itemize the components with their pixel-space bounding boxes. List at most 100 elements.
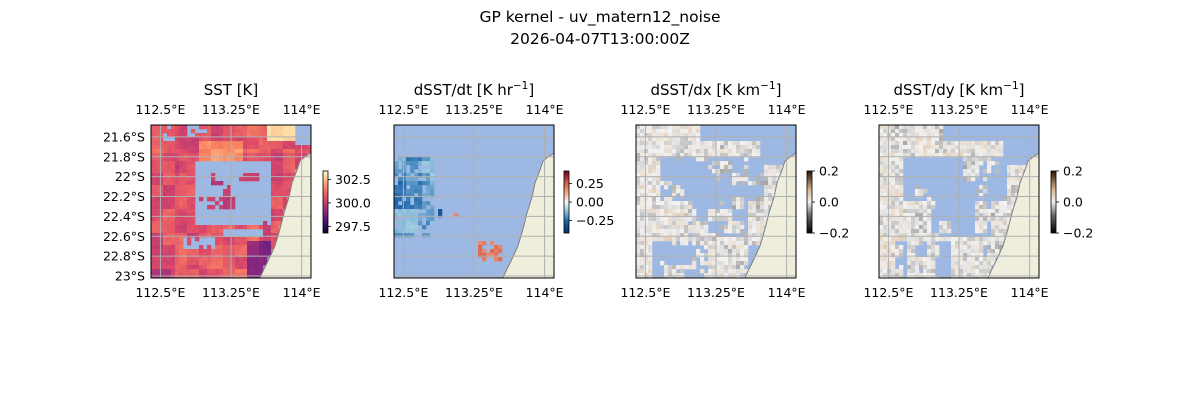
heatmap-cell (891, 193, 896, 198)
heatmap-cell (708, 233, 713, 238)
heatmap-cell (947, 229, 952, 234)
heatmap-cell (696, 141, 701, 146)
heatmap-cell (979, 205, 984, 210)
heatmap-cell (648, 149, 653, 154)
heatmap-cell (287, 137, 292, 142)
heatmap-cell (995, 161, 1000, 166)
heatmap-cell (291, 137, 296, 142)
heatmap-cell (251, 265, 256, 270)
heatmap-cell (975, 201, 980, 206)
heatmap-cell (151, 141, 156, 146)
heatmap-cell (283, 193, 288, 198)
heatmap-cell (975, 157, 980, 162)
heatmap-cell (263, 137, 268, 142)
heatmap-cell (979, 245, 984, 250)
heatmap-cell (191, 149, 196, 154)
heatmap-cell (287, 173, 292, 178)
heatmap-cell (744, 237, 749, 242)
heatmap-cell (756, 233, 761, 238)
heatmap-cell (163, 261, 168, 266)
heatmap-cell (175, 133, 180, 138)
heatmap-cell (895, 157, 900, 162)
heatmap-cell (159, 225, 164, 230)
heatmap-cell (740, 205, 745, 210)
heatmap-cell (983, 189, 988, 194)
heatmap-cell (295, 153, 300, 158)
heatmap-cell (899, 181, 904, 186)
heatmap-cell (676, 153, 681, 158)
heatmap-cell (732, 145, 737, 150)
heatmap-cell (163, 201, 168, 206)
heatmap-cell (307, 145, 311, 150)
heatmap-cell (207, 153, 212, 158)
heatmap-cell (987, 157, 992, 162)
heatmap-cell (736, 237, 741, 242)
heatmap-cell (756, 205, 761, 210)
land-polygon (502, 152, 554, 278)
heatmap-cell (231, 257, 236, 262)
lon-tick-label-top: 112.5°E (135, 102, 185, 117)
heatmap-cell (422, 225, 427, 230)
heatmap-cell (887, 229, 892, 234)
heatmap-cell (151, 253, 156, 258)
heatmap-cell (987, 265, 992, 270)
heatmap-cell (963, 165, 968, 170)
heatmap-cell (227, 193, 232, 198)
heatmap-cell (676, 237, 681, 242)
heatmap-cell (716, 145, 721, 150)
heatmap-cell (704, 233, 709, 238)
heatmap-cell (979, 249, 984, 254)
heatmap-cell (927, 209, 932, 214)
heatmap-cell (696, 129, 701, 134)
heatmap-cell (211, 125, 216, 130)
heatmap-cell (191, 197, 196, 202)
heatmap-cell (263, 149, 268, 154)
heatmap-cell (959, 265, 964, 270)
heatmap-cell (636, 141, 641, 146)
heatmap-cell (648, 229, 653, 234)
heatmap-cell (999, 149, 1004, 154)
heatmap-cell (394, 229, 399, 234)
heatmap-cell (692, 133, 697, 138)
heatmap-cell (732, 269, 737, 274)
heatmap-cell (764, 185, 769, 190)
colorbar-tick-label: 0.00 (576, 195, 604, 210)
heatmap-cell (728, 225, 733, 230)
heatmap-cell (223, 145, 228, 150)
heatmap-cell (171, 169, 176, 174)
heatmap-cell (967, 273, 972, 278)
heatmap-cell (995, 217, 1000, 222)
heatmap-cell (883, 129, 888, 134)
heatmap-cell (1011, 201, 1016, 206)
heatmap-cell (251, 157, 256, 162)
heatmap-cell (219, 261, 224, 266)
heatmap-cell (955, 149, 960, 154)
heatmap-cell (879, 273, 884, 278)
heatmap-cell (971, 237, 976, 242)
heatmap-cell (175, 161, 180, 166)
heatmap-cell (151, 181, 156, 186)
heatmap-cell (171, 265, 176, 270)
heatmap-cell (219, 205, 224, 210)
heatmap-cell (708, 265, 713, 270)
heatmap-cell (999, 141, 1004, 146)
heatmap-cell (430, 165, 435, 170)
heatmap-cell (891, 181, 896, 186)
heatmap-cell (167, 133, 172, 138)
heatmap-cell (267, 149, 272, 154)
heatmap-cell (195, 265, 200, 270)
heatmap-cell (211, 229, 216, 234)
heatmap-cell (430, 213, 435, 218)
heatmap-cell (303, 149, 308, 154)
heatmap-cell (155, 221, 160, 226)
heatmap-cell (287, 153, 292, 158)
heatmap-cell (891, 261, 896, 266)
heatmap-cell (927, 145, 932, 150)
heatmap-cell (203, 157, 208, 162)
heatmap-cell (911, 245, 916, 250)
heatmap-cell (955, 141, 960, 146)
heatmap-cell (430, 169, 435, 174)
heatmap-cell (422, 205, 427, 210)
heatmap-cell (239, 133, 244, 138)
heatmap-cell (227, 253, 232, 258)
